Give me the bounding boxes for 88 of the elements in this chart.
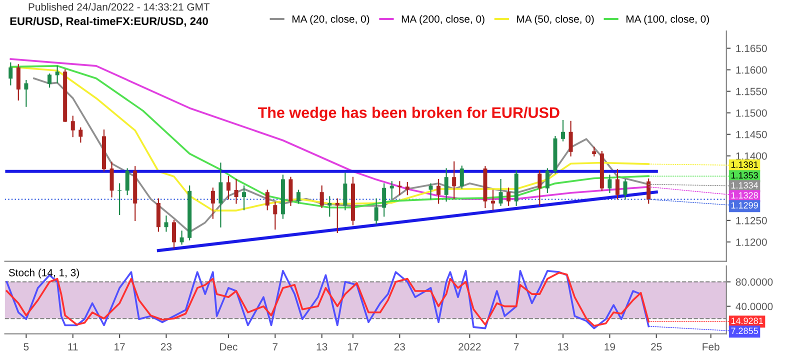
x-tick-label: Dec [220, 343, 238, 350]
candlestick [110, 162, 114, 198]
legend-label: MA (200, close, 0) [402, 15, 484, 25]
y-tick-label: 1.1500 [736, 109, 767, 117]
y-tick-label: 80.0000 [736, 278, 773, 286]
y-tick-label: 1.1650 [736, 44, 767, 52]
candlestick [156, 198, 160, 232]
x-tick-label: 2022 [458, 343, 481, 350]
candlestick [615, 169, 620, 200]
candlestick [16, 64, 20, 100]
annotation: 1.1334 [731, 182, 758, 189]
candlestick [382, 183, 386, 217]
text: Published 24/Jan/2022 - 14:33:21 GMT [28, 3, 210, 11]
x-tick-label: 7 [272, 343, 278, 350]
candlestick [118, 183, 122, 215]
candlestick [390, 181, 394, 200]
x-tick-label: 17 [114, 343, 125, 350]
candlestick [608, 174, 612, 194]
candlestick [78, 127, 83, 143]
candlestick [70, 116, 75, 138]
legend-label: MA (100, close, 0) [626, 15, 709, 25]
y-tick-label: 1.1400 [736, 152, 767, 160]
candlestick [234, 178, 238, 204]
x-tick-label: 17 [348, 343, 358, 350]
candlestick [491, 190, 495, 210]
candlestick [545, 168, 550, 194]
annotation: 1.1381 [731, 161, 758, 168]
candlestick [506, 188, 511, 206]
x-tick-label: 5 [24, 343, 29, 350]
y-tick-label: 1.1250 [736, 216, 767, 224]
x-tick-label: 23 [160, 343, 172, 350]
candlestick [320, 185, 324, 208]
candlestick [288, 176, 293, 206]
y-tick-label: 40.0000 [736, 302, 773, 310]
y-tick-label: 1.1600 [736, 66, 767, 74]
candlestick [374, 198, 378, 224]
chart-title: EUR/USD, Real-timeFX:EUR/USD, 240 [10, 16, 208, 27]
candlestick [498, 178, 503, 206]
candlestick [172, 220, 176, 249]
y-tick-label: 1.1200 [736, 238, 767, 246]
candlestick [210, 188, 215, 219]
y-tick-label: 1.1450 [736, 130, 767, 138]
annotation: 1.1299 [731, 202, 758, 209]
candlestick [180, 230, 184, 245]
candlestick [48, 74, 52, 88]
candlestick [328, 196, 332, 217]
x-tick-label: Feb [702, 342, 720, 350]
annotation: 14.9281 [731, 318, 763, 324]
candlestick [343, 172, 348, 210]
chart-title: Stoch (14, 1, 3) [8, 268, 79, 278]
candlestick [8, 62, 13, 86]
candlestick [436, 178, 441, 204]
candlestick [444, 168, 448, 202]
candlestick [125, 168, 130, 196]
x-tick-label: 13 [316, 343, 328, 350]
candlestick [24, 80, 28, 107]
x-tick-label: 13 [558, 343, 568, 350]
candlestick [428, 183, 433, 200]
candlestick [398, 181, 402, 196]
candlestick [460, 166, 464, 189]
x-tick-label: 23 [394, 343, 405, 350]
x-tick-label: 11 [68, 343, 78, 350]
candlestick [452, 161, 456, 200]
candlestick [265, 190, 270, 210]
candlestick [296, 190, 300, 204]
candlestick [623, 178, 628, 200]
candlestick [568, 120, 573, 156]
legend-label: MA (50, close, 0) [517, 15, 594, 25]
legend-label: MA (20, close, 0) [292, 15, 370, 25]
candlestick [55, 66, 60, 84]
candlestick [335, 198, 340, 234]
annotation: 7.2855 [731, 328, 758, 334]
candlestick [561, 120, 566, 142]
x-tick-label: 7 [514, 343, 519, 350]
candlestick [273, 202, 278, 230]
candlestick [242, 185, 246, 210]
candlestick [218, 162, 223, 228]
y-tick-label: 1.1550 [736, 88, 767, 96]
candlestick [405, 182, 410, 196]
candlestick [538, 170, 542, 206]
candlestick [646, 178, 651, 204]
annotation: 1.1328 [731, 192, 758, 199]
candlestick [164, 216, 168, 232]
x-tick-label: 19 [604, 343, 615, 350]
x-tick-label: 25 [651, 343, 662, 350]
candlestick [226, 176, 230, 200]
annotation: 1.1353 [731, 172, 758, 179]
annotation: The wedge has been broken for EUR/USD [258, 106, 560, 122]
